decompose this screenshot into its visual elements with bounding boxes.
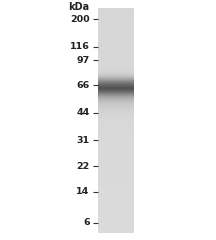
Text: 200: 200 <box>70 15 90 24</box>
Text: 6: 6 <box>83 218 90 227</box>
Text: 14: 14 <box>76 187 90 197</box>
Text: 22: 22 <box>76 162 90 171</box>
Text: kDa: kDa <box>68 2 90 12</box>
Text: 66: 66 <box>76 81 90 90</box>
Text: 97: 97 <box>76 56 90 65</box>
Text: 116: 116 <box>70 42 90 51</box>
Text: 44: 44 <box>76 108 90 117</box>
Text: 31: 31 <box>76 136 90 145</box>
